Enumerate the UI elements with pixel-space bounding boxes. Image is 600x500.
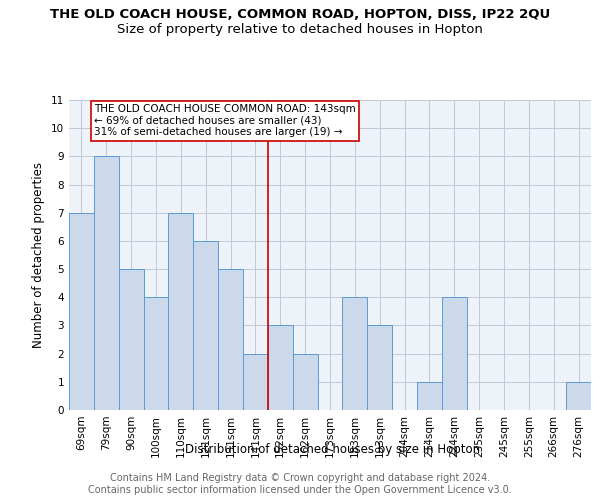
Bar <box>343 298 367 410</box>
Bar <box>566 382 591 410</box>
Text: Distribution of detached houses by size in Hopton: Distribution of detached houses by size … <box>185 442 481 456</box>
Bar <box>193 241 218 410</box>
Text: THE OLD COACH HOUSE COMMON ROAD: 143sqm
← 69% of detached houses are smaller (43: THE OLD COACH HOUSE COMMON ROAD: 143sqm … <box>94 104 356 138</box>
Bar <box>119 269 143 410</box>
Y-axis label: Number of detached properties: Number of detached properties <box>32 162 46 348</box>
Bar <box>268 326 293 410</box>
Bar <box>367 326 392 410</box>
Text: Contains HM Land Registry data © Crown copyright and database right 2024.
Contai: Contains HM Land Registry data © Crown c… <box>88 474 512 495</box>
Bar <box>417 382 442 410</box>
Text: Size of property relative to detached houses in Hopton: Size of property relative to detached ho… <box>117 22 483 36</box>
Bar <box>218 269 243 410</box>
Bar <box>143 298 169 410</box>
Bar <box>69 212 94 410</box>
Bar <box>243 354 268 410</box>
Bar <box>169 212 193 410</box>
Bar <box>442 298 467 410</box>
Bar <box>293 354 317 410</box>
Bar <box>94 156 119 410</box>
Text: THE OLD COACH HOUSE, COMMON ROAD, HOPTON, DISS, IP22 2QU: THE OLD COACH HOUSE, COMMON ROAD, HOPTON… <box>50 8 550 20</box>
